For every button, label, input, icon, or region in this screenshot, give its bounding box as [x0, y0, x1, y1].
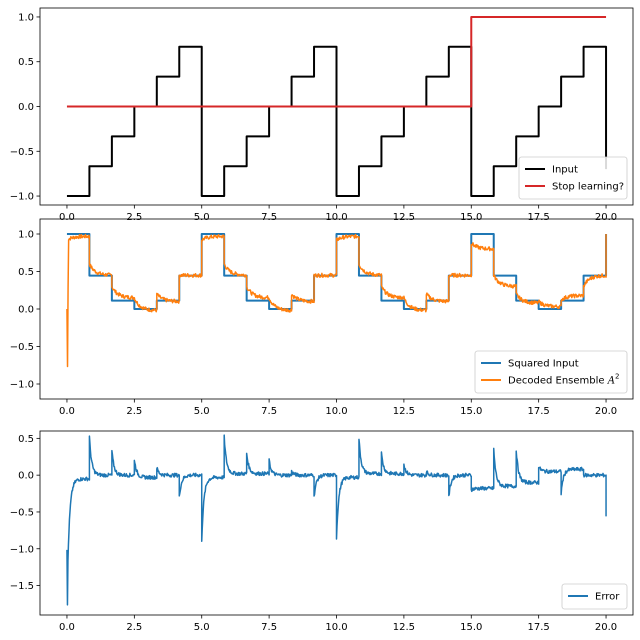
x-tick-label: 0.0	[59, 212, 75, 223]
y-tick-label: 1.0	[18, 230, 34, 241]
y-tick-label: 0.5	[18, 57, 34, 68]
x-tick-label: 5.0	[194, 406, 210, 417]
x-tick-label: 20.0	[595, 212, 617, 223]
axes-frame	[39, 7, 634, 206]
x-tick-label: 12.5	[393, 622, 415, 633]
x-tick-label: 20.0	[595, 622, 617, 633]
y-tick-label: 0.0	[18, 305, 34, 316]
x-tick-label: 15.0	[460, 622, 482, 633]
legend-label: Input	[552, 165, 578, 176]
x-tick-label: 15.0	[460, 212, 482, 223]
x-tick-label: 12.5	[393, 406, 415, 417]
x-tick-label: 7.5	[261, 406, 277, 417]
x-tick-label: 0.0	[59, 406, 75, 417]
legend-frame	[518, 156, 628, 200]
series-line-2	[66, 15, 607, 108]
y-tick-label: −1.0	[10, 544, 34, 555]
x-tick-label: 2.5	[126, 212, 142, 223]
plot-area	[66, 233, 608, 368]
x-tick-label: 10.0	[325, 406, 347, 417]
plot-area	[66, 434, 607, 606]
axes-frame	[39, 430, 634, 616]
x-tick-label: 17.5	[528, 212, 550, 223]
legend-label: Error	[595, 592, 620, 603]
series-line-2	[66, 233, 607, 368]
x-tick-label: 7.5	[261, 212, 277, 223]
y-tick-label: 0.0	[18, 471, 34, 482]
x-tick-label: 17.5	[528, 406, 550, 417]
panel-3: 0.0 2.5 5.0 7.5 10.0 12.5 15.0 17.5 20.0 −1.5 −1.0…	[10, 430, 634, 633]
panel-1: 0.0 2.5 5.0 7.5 10.0 12.5 15.0 17.5 20.0 −1.0 −0.5…	[10, 7, 634, 223]
x-tick-label: 2.5	[126, 622, 142, 633]
x-tick-label: 15.0	[460, 406, 482, 417]
y-tick-label: −0.5	[10, 147, 34, 158]
panel-2: 0.0 2.5 5.0 7.5 10.0 12.5 15.0 17.5 20.0 −1.0 −0.5…	[10, 218, 634, 417]
series-line-1	[66, 45, 608, 198]
x-tick-label: 7.5	[261, 622, 277, 633]
legend-frame	[561, 583, 628, 610]
series-line-1	[66, 434, 607, 606]
x-tick-label: 2.5	[126, 406, 142, 417]
legend: Squared Input Decoded Ensemble A2	[474, 350, 628, 394]
y-tick-label: −0.5	[10, 342, 34, 353]
y-tick-label: 0.5	[18, 267, 34, 278]
x-tick-label: 10.0	[325, 212, 347, 223]
axes-frame	[39, 218, 634, 400]
x-tick-label: 12.5	[393, 212, 415, 223]
y-tick-label: 0.5	[18, 434, 34, 445]
x-tick-label: 0.0	[59, 622, 75, 633]
y-tick-label: −1.5	[10, 581, 34, 592]
y-tick-label: −1.0	[10, 192, 34, 203]
y-tick-label: 0.0	[18, 102, 34, 113]
legend-label: Squared Input	[508, 359, 579, 370]
x-tick-label: 10.0	[325, 622, 347, 633]
y-tick-label: −0.5	[10, 507, 34, 518]
legend: Error	[561, 583, 628, 610]
plot-area	[66, 15, 608, 198]
y-tick-label: −1.0	[10, 380, 34, 391]
legend-frame	[474, 350, 628, 394]
legend-label: Decoded Ensemble A2	[508, 373, 619, 387]
x-tick-label: 5.0	[194, 622, 210, 633]
y-tick-label: 1.0	[18, 12, 34, 23]
x-tick-label: 17.5	[528, 622, 550, 633]
legend-label: Stop learning?	[552, 182, 624, 193]
x-tick-label: 20.0	[595, 406, 617, 417]
x-tick-label: 5.0	[194, 212, 210, 223]
legend: Input Stop learning?	[518, 156, 628, 200]
